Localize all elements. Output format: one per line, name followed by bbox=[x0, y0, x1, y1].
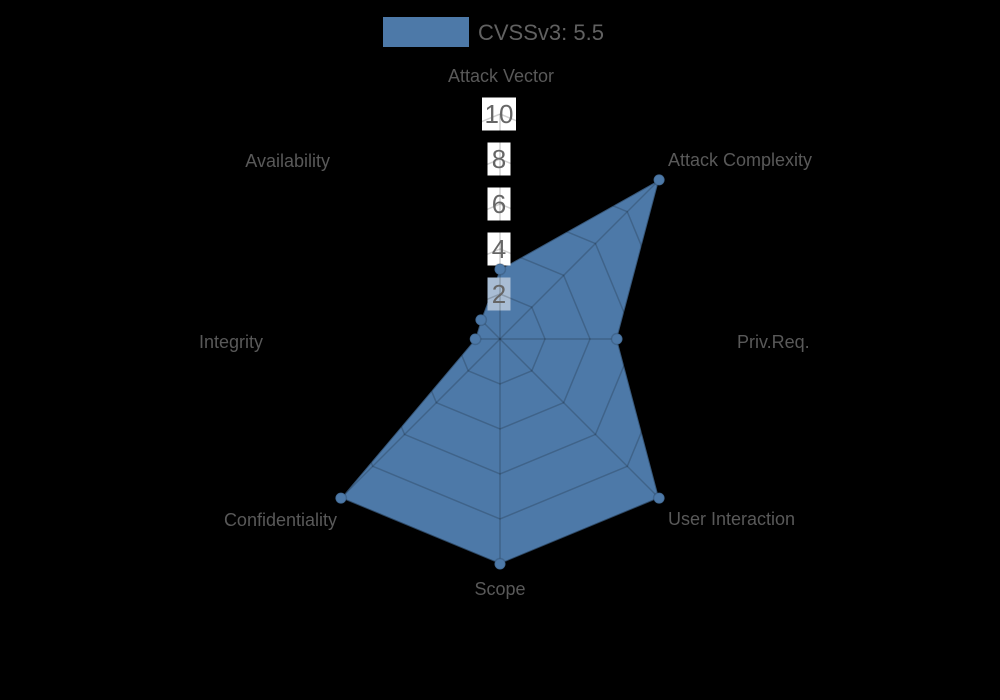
radial-tick-label: 4 bbox=[492, 234, 506, 264]
axis-label-attack-vector: Attack Vector bbox=[447, 66, 555, 86]
radial-tick-label: 10 bbox=[485, 99, 514, 129]
data-point-marker bbox=[474, 313, 488, 327]
axis-spoke bbox=[340, 179, 501, 340]
data-point-marker bbox=[493, 263, 507, 276]
grid-ring bbox=[409, 248, 591, 430]
grid-ring bbox=[364, 203, 636, 475]
data-point-marker bbox=[493, 557, 507, 571]
legend-swatch[interactable] bbox=[383, 17, 469, 47]
data-point-marker bbox=[652, 173, 666, 187]
data-point-marker bbox=[610, 332, 624, 346]
data-point-marker bbox=[334, 491, 348, 505]
radial-tick-box bbox=[487, 187, 511, 221]
radial-tick-box bbox=[487, 142, 511, 176]
axis-label-scope: Scope bbox=[474, 579, 526, 599]
axis-label-integrity: Integrity bbox=[198, 332, 263, 352]
axis-spoke bbox=[340, 338, 501, 499]
radial-tick-box bbox=[487, 277, 511, 311]
radial-tick-box bbox=[482, 97, 516, 131]
data-point-marker bbox=[469, 332, 482, 346]
grid-ring bbox=[319, 158, 681, 520]
axis-label-availability: Availability bbox=[245, 151, 330, 171]
axis-spoke bbox=[499, 338, 660, 499]
radial-tick-label: 6 bbox=[492, 189, 506, 219]
data-point-marker bbox=[652, 491, 666, 505]
grid-ring bbox=[454, 293, 546, 385]
axis-label-attack-complexity: Attack Complexity bbox=[668, 150, 813, 170]
radial-tick-label: 8 bbox=[492, 144, 506, 174]
radial-tick-box bbox=[487, 232, 511, 266]
axis-spoke bbox=[499, 179, 660, 340]
axis-label-user-interaction: User Interaction bbox=[668, 509, 796, 529]
radial-tick-label: 2 bbox=[492, 279, 506, 309]
axis-label-confidentiality: Confidentiality bbox=[223, 510, 337, 530]
axis-label-priv-req: Priv.Req. bbox=[737, 332, 810, 352]
legend-label: CVSSv3: 5.5 bbox=[478, 20, 604, 45]
